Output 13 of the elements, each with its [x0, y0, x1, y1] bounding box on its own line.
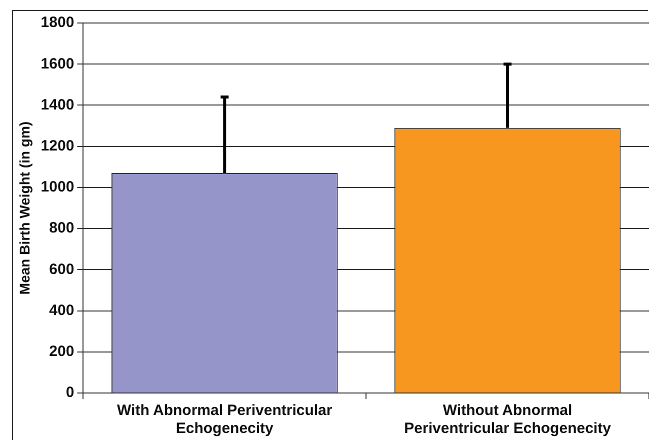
y-axis-title: Mean Birth Weight (in gm)	[16, 121, 32, 295]
y-tick-label: 1600	[40, 55, 74, 72]
x-tick-label: With Abnormal Periventricular Echogenecity	[117, 402, 332, 438]
y-tick-label: 1200	[40, 137, 74, 154]
y-tick-label: 0	[66, 384, 74, 402]
y-tick-label: 1400	[40, 96, 74, 114]
y-tick-label: 1000	[40, 178, 74, 196]
x-tick-label: Without Abnormal Periventricular Echogenecity	[404, 402, 612, 438]
y-tick-label: 600	[49, 260, 74, 278]
y-tick-label: 200	[49, 343, 74, 360]
y-tick-label: 1800	[40, 14, 74, 32]
y-tick-label: 800	[49, 220, 74, 237]
y-tick-label: 400	[49, 302, 74, 319]
